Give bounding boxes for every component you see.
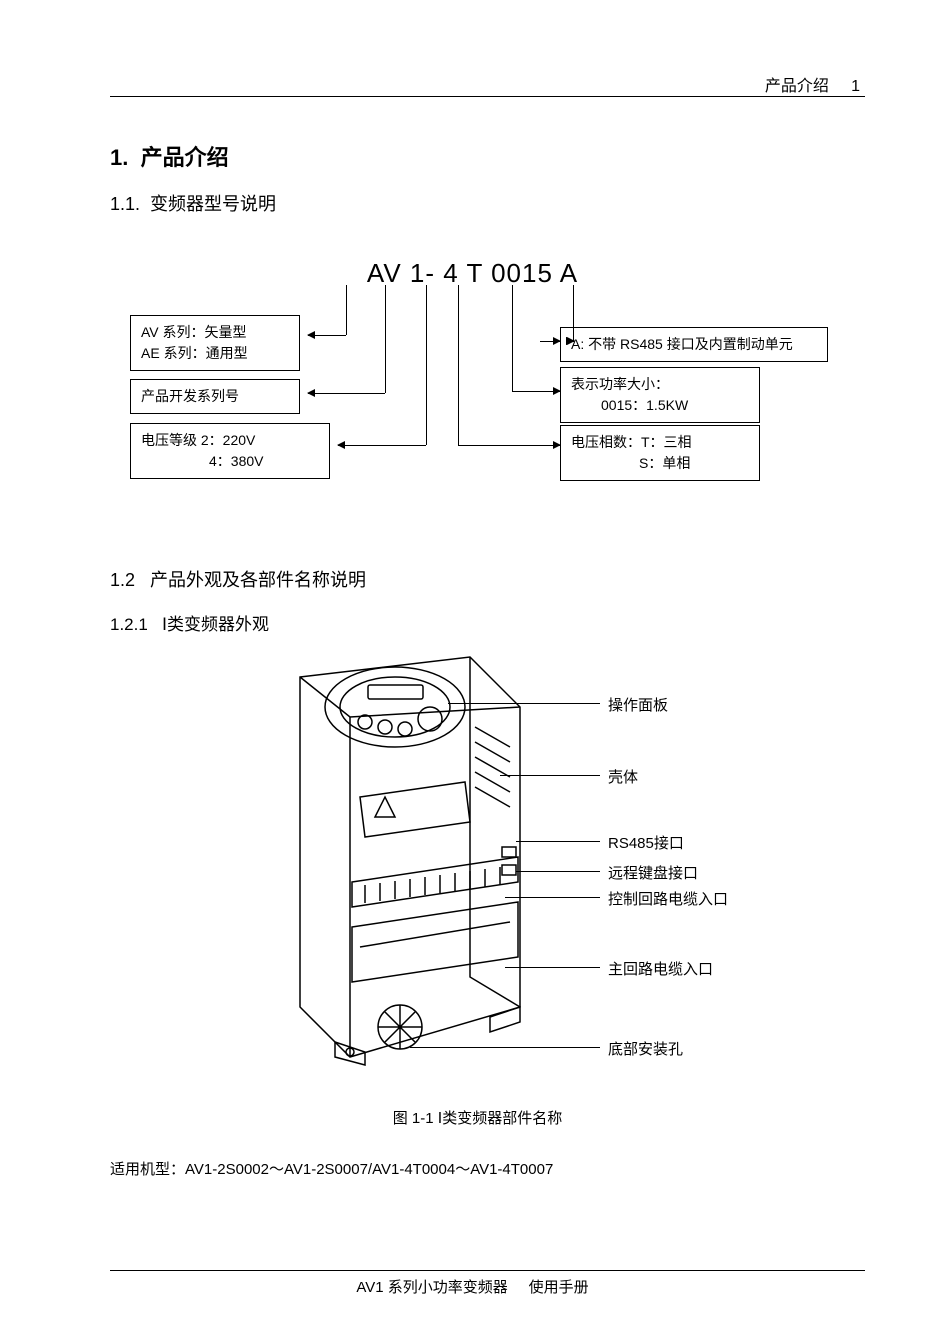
callout-ctrl-cable: 控制回路电缆入口 [608, 888, 728, 909]
header-right: 产品介绍 1 [765, 72, 860, 96]
heading-1-1: 1.1. 变频器型号说明 [110, 190, 845, 216]
header-section: 产品介绍 [765, 78, 829, 95]
lead-a [540, 341, 560, 342]
lead-phase [458, 445, 560, 446]
callout-main-cable: 主回路电缆入口 [608, 958, 713, 979]
device-linedrawing [240, 647, 540, 1067]
callout-shell: 壳体 [608, 766, 638, 787]
callout-rs485: RS485接口 [608, 832, 684, 853]
box-dev-series: 产品开发系列号 [130, 379, 300, 414]
lead-power [512, 391, 560, 392]
heading-1-2-1: 1.2.1 Ⅰ类变频器外观 [110, 610, 845, 635]
figure-caption: 图 1-1 Ⅰ类变频器部件名称 [110, 1107, 845, 1128]
box-suffix-a: A: 不带 RS485 接口及内置制动单元 [560, 327, 828, 362]
heading-1: 1. 产品介绍 [110, 140, 845, 172]
footer-rule [110, 1270, 865, 1271]
header-pagenum: 1 [851, 78, 860, 95]
device-figure: 操作面板 壳体 RS485接口 远程键盘接口 控制回路电缆入口 主回路电缆入口 … [110, 647, 845, 1087]
box-phase: 电压相数：T：三相 S：单相 [560, 425, 760, 481]
box-voltage-class: 电压等级 2：220V 4：380V [130, 423, 330, 479]
header-rule [110, 96, 865, 97]
heading-1-2: 1.2 产品外观及各部件名称说明 [110, 566, 845, 592]
model-breakdown-diagram: AV 系列：矢量型 AE 系列：通用型 产品开发系列号 电压等级 2：220V … [110, 255, 845, 480]
box-av-series: AV 系列：矢量型 AE 系列：通用型 [130, 315, 300, 371]
applicable-models: 适用机型：AV1-2S0002～AV1-2S0007/AV1-4T0004～AV… [110, 1158, 845, 1179]
callout-remote-kb: 远程键盘接口 [608, 862, 698, 883]
footer-text: AV1 系列小功率变频器 使用手册 [0, 1276, 945, 1297]
device-svg [240, 647, 540, 1067]
callout-panel: 操作面板 [608, 694, 668, 715]
callout-mount-hole: 底部安装孔 [608, 1038, 683, 1059]
box-power: 表示功率大小： 0015：1.5KW [560, 367, 760, 423]
